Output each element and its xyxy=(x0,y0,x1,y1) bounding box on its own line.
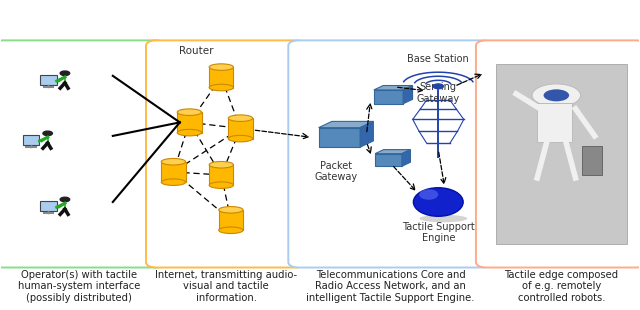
Bar xyxy=(319,128,360,147)
Text: Packet
Gateway: Packet Gateway xyxy=(315,161,358,182)
Ellipse shape xyxy=(413,188,463,216)
Bar xyxy=(374,90,403,104)
Bar xyxy=(228,118,253,139)
Ellipse shape xyxy=(219,227,243,233)
Circle shape xyxy=(532,84,580,107)
Bar xyxy=(582,146,602,175)
Ellipse shape xyxy=(161,179,186,185)
FancyBboxPatch shape xyxy=(0,40,166,268)
Polygon shape xyxy=(402,150,410,166)
Polygon shape xyxy=(319,122,373,128)
Polygon shape xyxy=(375,150,410,154)
Text: Router: Router xyxy=(179,46,213,56)
Ellipse shape xyxy=(209,64,234,70)
Bar xyxy=(209,165,234,185)
Text: Base Station: Base Station xyxy=(408,54,469,64)
Polygon shape xyxy=(403,86,413,104)
Ellipse shape xyxy=(228,115,253,122)
Text: Tactile edge composed
of e.g. remotely
controlled robots.: Tactile edge composed of e.g. remotely c… xyxy=(504,270,618,303)
Ellipse shape xyxy=(161,158,186,165)
Ellipse shape xyxy=(419,215,467,222)
Ellipse shape xyxy=(419,189,438,200)
FancyBboxPatch shape xyxy=(476,40,640,268)
Bar xyxy=(537,103,572,142)
Circle shape xyxy=(60,197,70,202)
Text: Operator(s) with tactile
human-system interface
(possibly distributed): Operator(s) with tactile human-system in… xyxy=(18,270,141,303)
Bar xyxy=(375,154,402,166)
Ellipse shape xyxy=(219,206,243,213)
FancyBboxPatch shape xyxy=(40,201,56,211)
FancyBboxPatch shape xyxy=(146,40,306,268)
Circle shape xyxy=(433,84,444,89)
Ellipse shape xyxy=(177,129,202,136)
Ellipse shape xyxy=(209,162,234,168)
Text: Telecommunications Core and
Radio Access Network, and an
intelligent Tactile Sup: Telecommunications Core and Radio Access… xyxy=(307,270,475,303)
Circle shape xyxy=(43,131,52,135)
Bar xyxy=(177,112,202,133)
Bar xyxy=(219,210,243,230)
FancyBboxPatch shape xyxy=(23,135,40,145)
Ellipse shape xyxy=(209,182,234,188)
Ellipse shape xyxy=(209,84,234,91)
FancyBboxPatch shape xyxy=(40,75,56,85)
Circle shape xyxy=(60,71,70,76)
Bar xyxy=(209,67,234,87)
FancyBboxPatch shape xyxy=(288,40,493,268)
Polygon shape xyxy=(374,86,413,90)
FancyBboxPatch shape xyxy=(496,64,627,244)
Ellipse shape xyxy=(228,135,253,142)
Bar xyxy=(161,162,186,182)
Circle shape xyxy=(543,89,569,101)
Polygon shape xyxy=(360,122,373,147)
Text: Internet, transmitting audio-
visual and tactile
information.: Internet, transmitting audio- visual and… xyxy=(155,270,297,303)
Text: Serving
Gateway: Serving Gateway xyxy=(417,82,460,104)
Ellipse shape xyxy=(177,109,202,115)
Text: Tactile Support
Engine: Tactile Support Engine xyxy=(402,222,475,243)
